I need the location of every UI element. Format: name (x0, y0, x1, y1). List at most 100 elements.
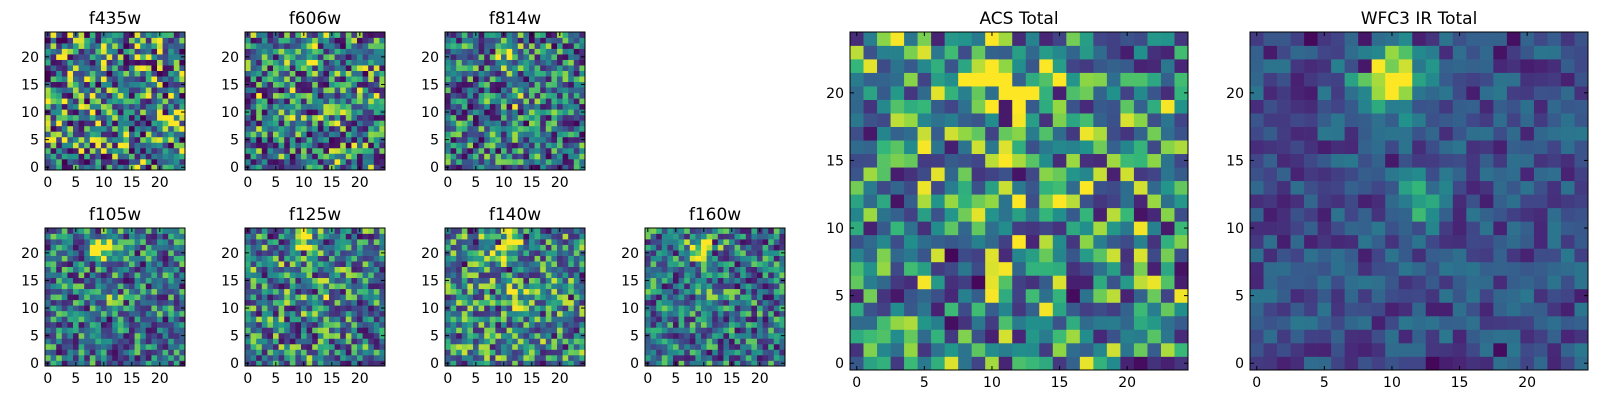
pixel-cell (340, 147, 347, 154)
pixel-cell (523, 283, 530, 290)
pixel-cell (117, 327, 124, 334)
pixel-cell (1160, 275, 1175, 290)
pixel-cell (445, 233, 451, 240)
pixel-cell (645, 266, 651, 273)
pixel-cell (323, 338, 330, 345)
pixel-cell (67, 228, 74, 234)
pixel-cell (289, 125, 296, 132)
pixel-cell (45, 244, 51, 251)
pixel-cell (562, 54, 569, 60)
pixel-cell (501, 54, 507, 60)
pixel-cell (106, 158, 113, 165)
pixel-cell (456, 125, 463, 132)
pixel-cell (579, 153, 586, 160)
pixel-cell (345, 272, 352, 279)
pixel-cell (779, 266, 786, 273)
pixel-cell (362, 327, 369, 334)
pixel-cell (545, 158, 552, 165)
pixel-cell (1079, 167, 1094, 182)
pixel-cell (351, 299, 358, 306)
x-tick-label: 10 (495, 175, 513, 191)
pixel-cell (362, 76, 369, 83)
pixel-cell (579, 103, 586, 110)
x-tick-label: 20 (751, 371, 769, 387)
pixel-cell (478, 288, 485, 295)
pixel-cell (162, 142, 169, 149)
pixel-cell (106, 338, 113, 345)
pixel-cell (467, 233, 474, 240)
pixel-cell (645, 261, 651, 267)
pixel-cell (1133, 275, 1148, 290)
pixel-cell (345, 288, 352, 295)
pixel-cell (1174, 180, 1189, 195)
pixel-cell (168, 316, 175, 323)
pixel-cell (50, 310, 57, 317)
pixel-cell (745, 338, 752, 345)
pixel-cell (506, 81, 513, 88)
pixel-cell (379, 76, 386, 83)
pixel-cell (245, 233, 251, 240)
pixel-cell (545, 54, 552, 60)
pixel-cell (734, 266, 741, 273)
pixel-cell (289, 70, 296, 77)
pixel-cell (362, 48, 369, 55)
pixel-cell (323, 32, 330, 38)
pixel-cell (173, 228, 180, 234)
pixel-cell (998, 342, 1013, 357)
pixel-cell (179, 32, 186, 38)
pixel-cell (551, 250, 558, 256)
pixel-cell (478, 92, 485, 99)
pixel-cell (334, 239, 341, 245)
pixel-cell (256, 153, 263, 160)
pixel-cell (373, 114, 380, 121)
pixel-cell (568, 32, 575, 38)
pixel-cell (134, 343, 141, 350)
pixel-cell (773, 343, 780, 350)
pixel-cell (67, 360, 74, 367)
pixel-cell (551, 92, 558, 99)
pixel-cell (445, 354, 451, 361)
pixel-cell (256, 305, 263, 312)
pixel-cell (117, 233, 124, 240)
pixel-cell (484, 310, 491, 317)
pixel-cell (917, 153, 932, 168)
pixel-cell (61, 70, 68, 77)
pixel-cell (345, 343, 352, 350)
pixel-cell (256, 103, 263, 110)
pixel-cell (904, 153, 918, 168)
pixel-cell (751, 244, 758, 251)
pixel-cell (317, 136, 324, 143)
pixel-cell (562, 114, 569, 121)
pixel-cell (284, 125, 291, 132)
x-tick-label: 20 (151, 371, 169, 387)
pixel-cell (678, 343, 685, 350)
pixel-cell (568, 332, 575, 339)
pixel-cell (151, 59, 158, 66)
pixel-cell (506, 37, 513, 44)
pixel-cell (506, 294, 513, 301)
pixel-cell (289, 244, 296, 251)
pixel-cell (106, 316, 113, 323)
pixel-cell (61, 343, 68, 350)
pixel-cell (740, 294, 747, 301)
pixel-cell (61, 37, 68, 44)
pixel-cell (489, 250, 496, 256)
pixel-cell (551, 48, 558, 55)
pixel-cell (695, 316, 702, 323)
pixel-cell (551, 228, 558, 234)
pixel-cell (179, 327, 186, 334)
pixel-cell (56, 153, 63, 160)
pixel-cell (168, 65, 175, 71)
pixel-cell (317, 233, 324, 240)
pixel-cell (362, 266, 369, 273)
pixel-cell (357, 131, 363, 138)
pixel-cell (278, 54, 285, 60)
pixel-cell (101, 103, 107, 110)
pixel-cell (723, 239, 730, 245)
pixel-cell (67, 114, 74, 121)
pixel-cell (379, 327, 386, 334)
pixel-cell (289, 321, 296, 328)
pixel-cell (84, 310, 91, 317)
pixel-cell (289, 255, 296, 262)
